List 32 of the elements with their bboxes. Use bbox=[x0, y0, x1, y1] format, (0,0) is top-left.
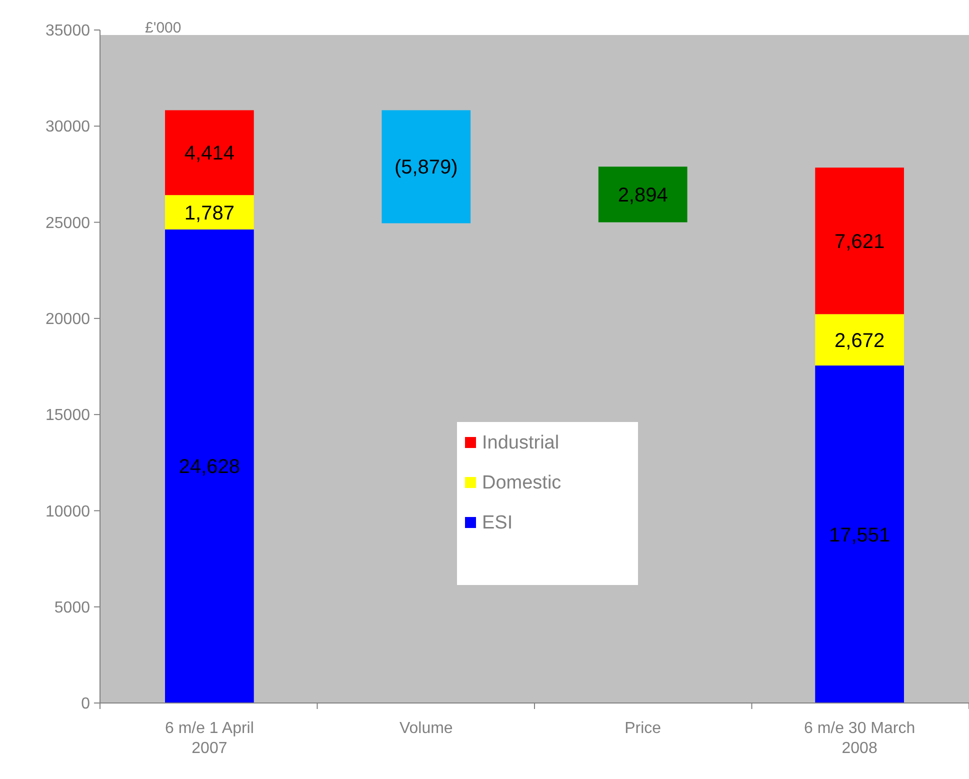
y-tick-label: 25000 bbox=[46, 214, 90, 232]
data-label: 1,787 bbox=[184, 202, 234, 224]
legend-label: Industrial bbox=[482, 432, 560, 454]
bar bbox=[815, 314, 904, 366]
data-label: 7,621 bbox=[834, 230, 885, 253]
y-tick-label: 5000 bbox=[54, 599, 90, 616]
bar bbox=[165, 110, 254, 196]
y-tick-label: 0 bbox=[81, 696, 90, 713]
y-tick-label: 15000 bbox=[46, 407, 90, 424]
data-label: 2,894 bbox=[618, 184, 668, 206]
x-tick-label: Volume bbox=[399, 720, 453, 737]
data-label: 17,551 bbox=[828, 524, 890, 546]
annotation: £'000 bbox=[145, 20, 182, 36]
data-label: 24,628 bbox=[178, 456, 240, 478]
legend-label: ESI bbox=[482, 512, 513, 534]
y-tick-label: 10000 bbox=[46, 503, 90, 520]
data-label: (5,879) bbox=[394, 156, 458, 179]
x-tick-label: 6 m/e 30 March 2008 bbox=[804, 720, 916, 757]
x-tick-label: Price bbox=[624, 720, 662, 737]
y-tick-label: 30000 bbox=[46, 118, 90, 136]
bar bbox=[815, 168, 904, 314]
bar bbox=[598, 166, 688, 222]
legend-label: Domestic bbox=[482, 472, 562, 494]
bar bbox=[382, 110, 471, 224]
bar bbox=[165, 229, 254, 703]
x-tick-label: 6 m/e 1 April 2007 bbox=[164, 720, 254, 757]
bar bbox=[815, 366, 904, 703]
data-label: 2,672 bbox=[834, 330, 885, 352]
data-label: 4,414 bbox=[184, 142, 234, 165]
bar bbox=[165, 195, 254, 230]
y-tick-label: 35000 bbox=[46, 22, 90, 40]
y-tick-label: 20000 bbox=[46, 311, 90, 328]
